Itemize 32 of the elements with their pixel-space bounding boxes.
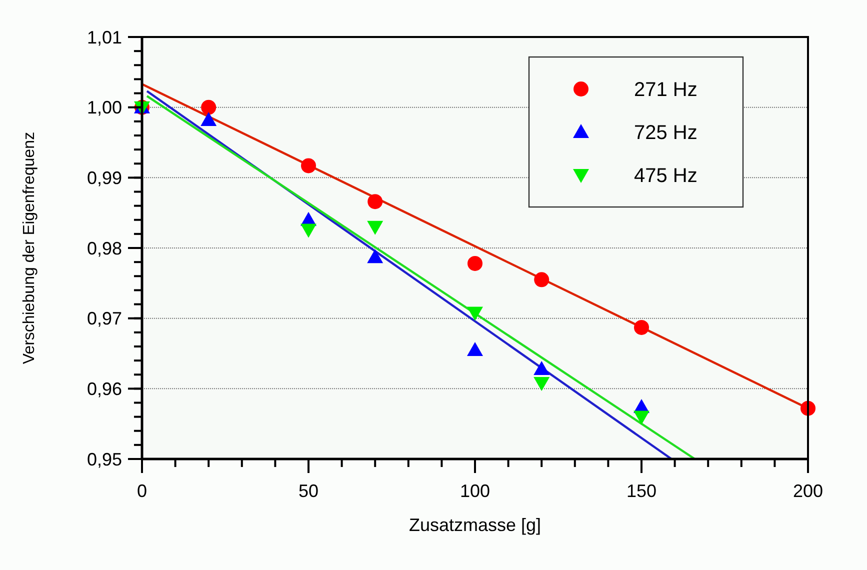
point (301, 158, 316, 174)
point (200, 112, 217, 126)
x-tick-label: 0 (136, 481, 148, 501)
point (534, 272, 550, 288)
x-axis-title: Zusatzmasse [g] (408, 515, 542, 535)
y-tick-label: 1,00 (86, 98, 122, 118)
point (468, 256, 482, 271)
point (534, 377, 550, 392)
point (467, 306, 483, 321)
x-tick-label: 50 (298, 481, 319, 501)
y-tick-label: 0,99 (86, 168, 122, 188)
point (367, 249, 384, 264)
legend-label: 271 Hz (634, 79, 698, 101)
y-axis-title: Verschiebung der Eigenfrequenz (21, 132, 38, 364)
point (534, 360, 550, 375)
y-tick-label: 0,98 (86, 238, 122, 258)
x-tick-label: 150 (626, 481, 657, 501)
point (467, 342, 483, 356)
y-tick-label: 0,96 (86, 378, 122, 399)
y-tick-label: 0,97 (86, 308, 122, 329)
point (300, 224, 316, 238)
y-tick-label: 1,01 (86, 27, 122, 48)
point (634, 320, 649, 335)
point (201, 100, 216, 115)
x-tick-label: 200 (792, 481, 824, 501)
x-tick-label: 100 (460, 481, 490, 501)
y-tick-label: 0,95 (86, 449, 122, 470)
point (368, 194, 383, 210)
point (367, 220, 384, 235)
point (634, 410, 650, 425)
legend-label: 475 Hz (634, 165, 698, 187)
legend-label: 725 Hz (634, 122, 698, 144)
